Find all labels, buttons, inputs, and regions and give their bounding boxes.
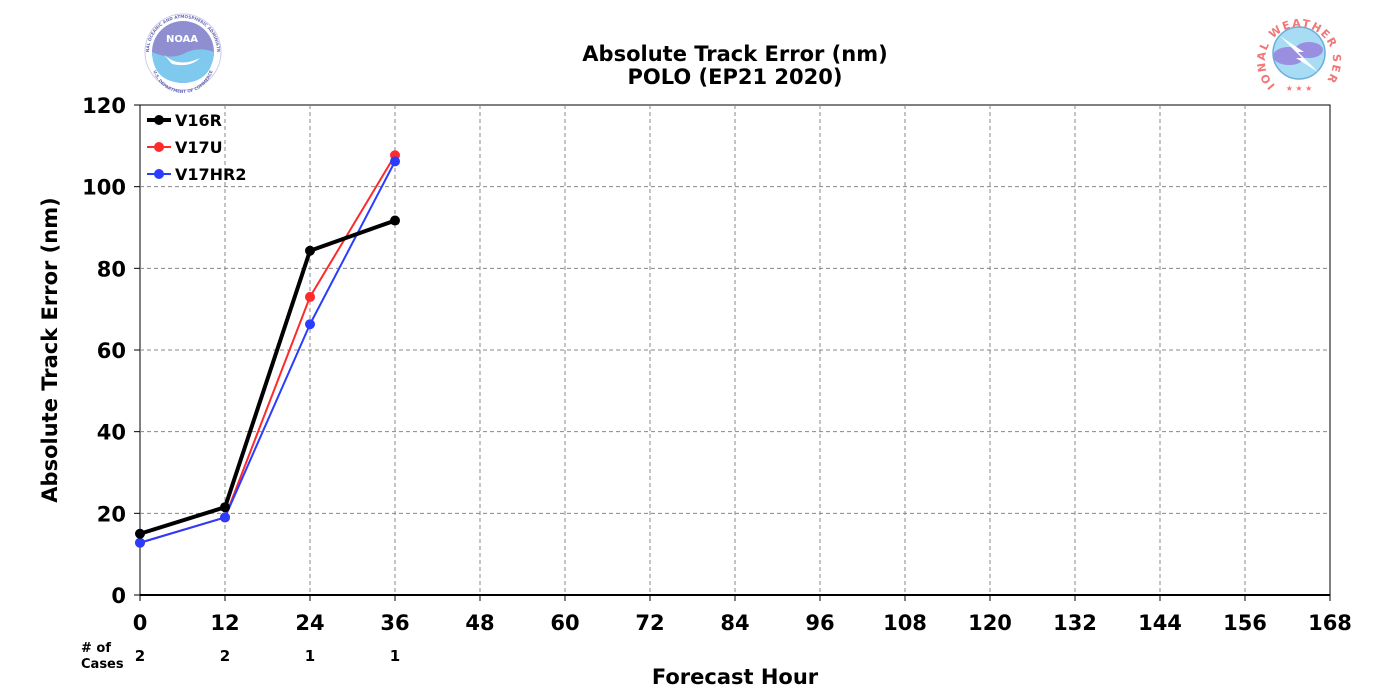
chart-title: Absolute Track Error (nm) [582,42,887,66]
y-tick-label: 100 [82,176,126,200]
legend-swatch-marker [154,142,164,152]
legend-item-v17u: V17U [147,138,223,157]
data-point-v17hr2 [305,319,315,330]
cases-count: 1 [390,647,400,665]
cases-count: 1 [305,647,315,665]
data-point-v17hr2 [220,512,230,523]
series-layer [135,150,400,548]
nws-logo-bolt [1280,36,1318,72]
x-tick-label: 84 [720,611,749,635]
x-tick-label: 36 [380,611,409,635]
cases-label-line2: Cases [81,657,124,672]
y-tick-label: 20 [97,502,126,526]
y-axis-label: Absolute Track Error (nm) [38,197,62,502]
x-tick-label: 60 [550,611,579,635]
x-tick-label: 0 [133,611,148,635]
y-tick-label: 40 [97,421,126,445]
legend-label: V17U [175,138,223,157]
x-axis-ticks: 0 12 24 36 48 60 72 84 96 108 120 132 144 156 168 [133,595,1352,635]
legend-swatch-marker [154,115,164,125]
x-tick-label: 120 [968,611,1012,635]
x-tick-label: 48 [465,611,494,635]
x-tick-label: 72 [635,611,664,635]
data-point-v16r [305,245,315,256]
legend-swatch-marker [154,169,164,179]
cases-row: 2 2 1 1 [135,647,400,665]
y-axis-ticks: 0 20 40 60 80 100 120 [82,94,140,608]
x-axis-label: Forecast Hour [652,665,819,689]
cases-count: 2 [220,647,230,665]
data-point-v17hr2 [390,156,400,167]
data-point-v16r [135,528,145,539]
data-point-v16r [390,215,400,226]
x-tick-label: 108 [883,611,927,635]
data-point-v16r [220,502,230,513]
legend-label: V16R [175,111,222,130]
noaa-logo-text: NOAA [166,34,198,45]
cases-label-line1: # of [81,641,111,656]
x-tick-label: 12 [210,611,239,635]
series-line-v16r [139,218,396,536]
y-tick-label: 60 [97,339,126,363]
x-tick-label: 24 [295,611,324,635]
legend-label: V17HR2 [175,165,247,184]
x-tick-label: 168 [1308,611,1352,635]
data-point-v17hr2 [135,537,145,548]
nws-logo-star-icon: ★ ★ ★ [1286,84,1313,93]
cases-count: 2 [135,647,145,665]
x-tick-label: 144 [1138,611,1182,635]
legend-item-v16r: V16R [147,111,222,130]
grid [140,105,1330,595]
x-tick-label: 156 [1223,611,1267,635]
series-line-v17hr2 [139,160,396,544]
legend: V16R V17U V17HR2 [147,111,247,184]
x-tick-label: 96 [805,611,834,635]
y-tick-label: 120 [82,94,126,118]
y-tick-label: 80 [97,257,126,281]
data-point-v17u [305,291,315,302]
y-tick-label: 0 [111,584,126,608]
x-tick-label: 132 [1053,611,1097,635]
legend-item-v17hr2: V17HR2 [147,165,247,184]
noaa-logo: NOAA NATIONAL OCEANIC AND ATMOSPHERIC AD… [0,0,222,94]
chart-subtitle: POLO (EP21 2020) [628,65,843,89]
